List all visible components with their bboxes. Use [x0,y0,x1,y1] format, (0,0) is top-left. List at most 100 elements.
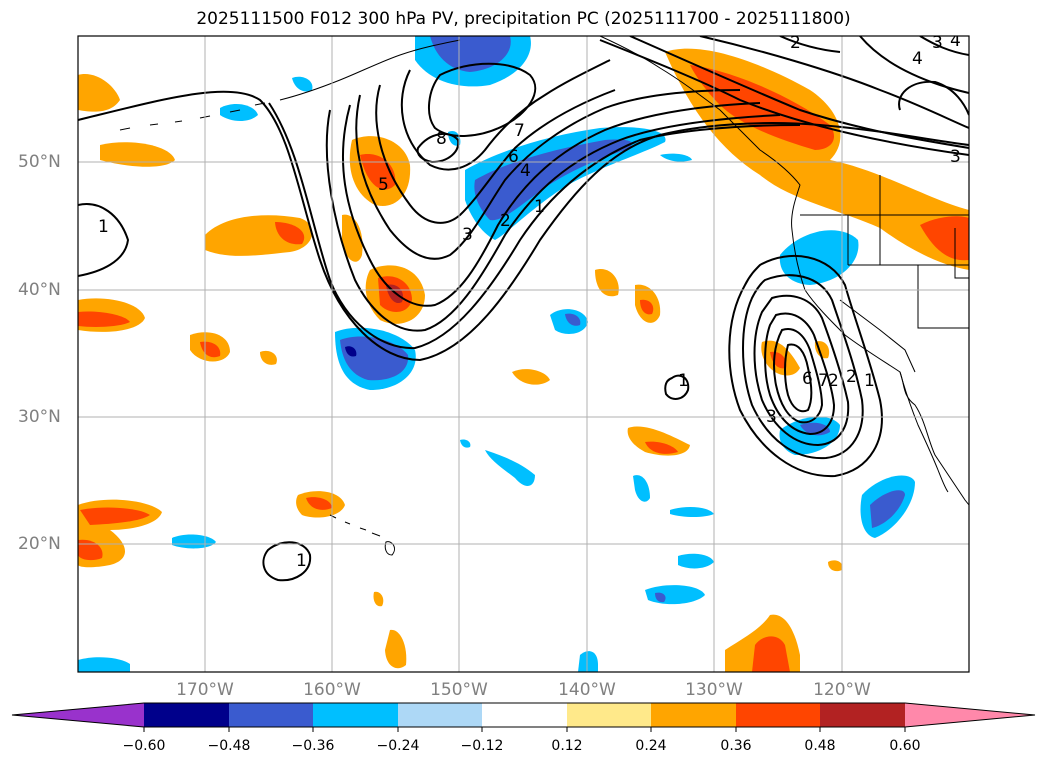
negative-anomaly-area [633,475,650,502]
positive-anomaly-area [306,497,332,510]
colorbar-extend-max [905,703,1035,727]
colorbar-segment [736,703,820,727]
pv-contour [325,109,781,332]
pv-contour [699,36,969,129]
pv-contour [779,36,841,53]
pv-contour [859,36,969,94]
contour-label: 7 [818,371,829,391]
baja-outline [899,371,949,493]
negative-anomaly-area [578,651,598,672]
contour-label: 7 [514,121,525,141]
contour-label: 2 [500,211,511,231]
positive-anomaly-area [920,216,969,261]
colorbar-tick-label: −0.12 [460,738,504,754]
negative-anomaly-area [565,313,581,326]
contour-label: 4 [912,49,923,69]
contour-label: 1 [678,371,689,391]
pv-contour [262,541,312,582]
negative-anomaly-area [292,76,313,92]
contour-label: 3 [932,33,943,53]
pv-contour [919,36,969,56]
colorbar-segment [567,703,651,727]
pv-contour [78,203,130,277]
colorbar-tick-label: 0.24 [635,738,667,754]
colorbar-tick-label: −0.24 [376,738,420,754]
positive-anomaly-area [78,74,120,112]
contour-label: 2 [828,371,839,391]
contour-label: 5 [378,175,389,195]
pv-contour [742,274,864,460]
negative-anomaly-area [460,439,471,448]
pv-contour [375,84,616,224]
positive-anomaly-area [275,222,305,245]
negative-anomaly-area [465,127,666,240]
positive-anomaly-area [752,636,790,672]
colorbar-segment [144,703,229,727]
positive-anomaly-area [640,299,654,315]
longitude-label: 130°W [685,680,743,700]
pv-contour [753,294,850,447]
colorbar-extend-min [12,703,144,727]
negative-anomaly-area [660,153,692,162]
negative-anomaly-area [78,657,130,672]
contour-label: 6 [508,147,519,167]
colorbar-tick-label: 0.12 [551,738,583,754]
positive-anomaly-area [385,629,407,669]
negative-anomaly-area [870,490,905,528]
negative-anomaly-area [345,346,357,357]
positive-anomaly-area [342,214,363,262]
colorbar [11,702,1036,732]
negative-anomaly-area [220,104,258,122]
positive-anomaly-area [828,560,843,572]
pv-contour [784,343,813,413]
longitude-label: 140°W [558,680,616,700]
west-coast-outline [599,36,969,506]
colorbar-tick-label: 0.48 [804,738,836,754]
positive-anomaly-area [78,311,130,327]
latitude-label: 20°N [18,534,61,554]
negative-anomaly-area [655,592,666,603]
colorbar-segment [313,703,398,727]
positive-anomaly-area [373,591,384,607]
hawaii-islands [329,514,395,556]
contour-label: 1 [296,551,307,571]
latitude-label: 30°N [18,407,61,427]
longitude-label: 170°W [176,680,234,700]
pv-contour [764,312,836,436]
contour-label: 8 [436,129,447,149]
longitude-label: 120°W [813,680,871,700]
colorbar-tick-label: −0.48 [207,738,251,754]
contour-label: 2 [846,367,857,387]
pv-contour [341,102,761,307]
pv-contour [773,328,824,424]
latitude-label: 40°N [18,280,61,300]
colorbar-segment [482,703,567,727]
longitude-label: 150°W [430,680,488,700]
contour-label: 1 [534,197,545,217]
colorbar-tick-label: −0.60 [122,738,166,754]
positive-anomaly-area [512,369,550,385]
pv-contour [728,254,883,478]
longitude-label: 160°W [303,680,361,700]
negative-anomaly-area [670,506,714,517]
colorbar-segment [651,703,736,727]
colorbar-segment [820,703,905,727]
pv-contour [428,62,537,137]
pv-contour [78,90,969,362]
gridlines [78,36,969,672]
map-frame [77,35,970,673]
pv-contours [78,36,969,582]
colorbar-segment [229,703,313,727]
colorbar-tick-label: −0.36 [291,738,335,754]
positive-anomaly-area [80,507,150,525]
negative-anomaly-area [340,336,409,381]
aleutians-outline [279,39,461,101]
positive-anomaly-area [595,269,619,297]
contour-label: 3 [462,225,473,245]
contour-label: 4 [520,161,531,181]
contour-label: 4 [950,31,961,51]
latitude-label: 50°N [18,152,61,172]
colorbar-tick-label: 0.60 [889,738,921,754]
contour-label: 6 [802,369,813,389]
